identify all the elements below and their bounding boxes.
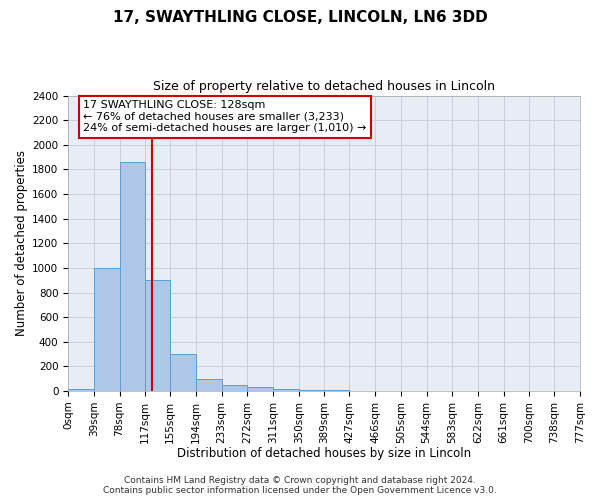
Text: 17, SWAYTHLING CLOSE, LINCOLN, LN6 3DD: 17, SWAYTHLING CLOSE, LINCOLN, LN6 3DD — [113, 10, 487, 25]
Y-axis label: Number of detached properties: Number of detached properties — [15, 150, 28, 336]
Title: Size of property relative to detached houses in Lincoln: Size of property relative to detached ho… — [153, 80, 495, 93]
Bar — [94, 268, 119, 391]
Bar — [247, 388, 273, 391]
Bar — [145, 280, 170, 391]
Text: 17 SWAYTHLING CLOSE: 128sqm
← 76% of detached houses are smaller (3,233)
24% of : 17 SWAYTHLING CLOSE: 128sqm ← 76% of det… — [83, 100, 367, 133]
Bar — [119, 162, 145, 391]
X-axis label: Distribution of detached houses by size in Lincoln: Distribution of detached houses by size … — [177, 447, 471, 460]
Bar — [325, 390, 349, 391]
Bar — [68, 388, 94, 391]
Bar — [221, 385, 247, 391]
Bar — [196, 378, 221, 391]
Bar — [273, 388, 299, 391]
Bar — [299, 390, 325, 391]
Text: Contains HM Land Registry data © Crown copyright and database right 2024.
Contai: Contains HM Land Registry data © Crown c… — [103, 476, 497, 495]
Bar — [170, 354, 196, 391]
